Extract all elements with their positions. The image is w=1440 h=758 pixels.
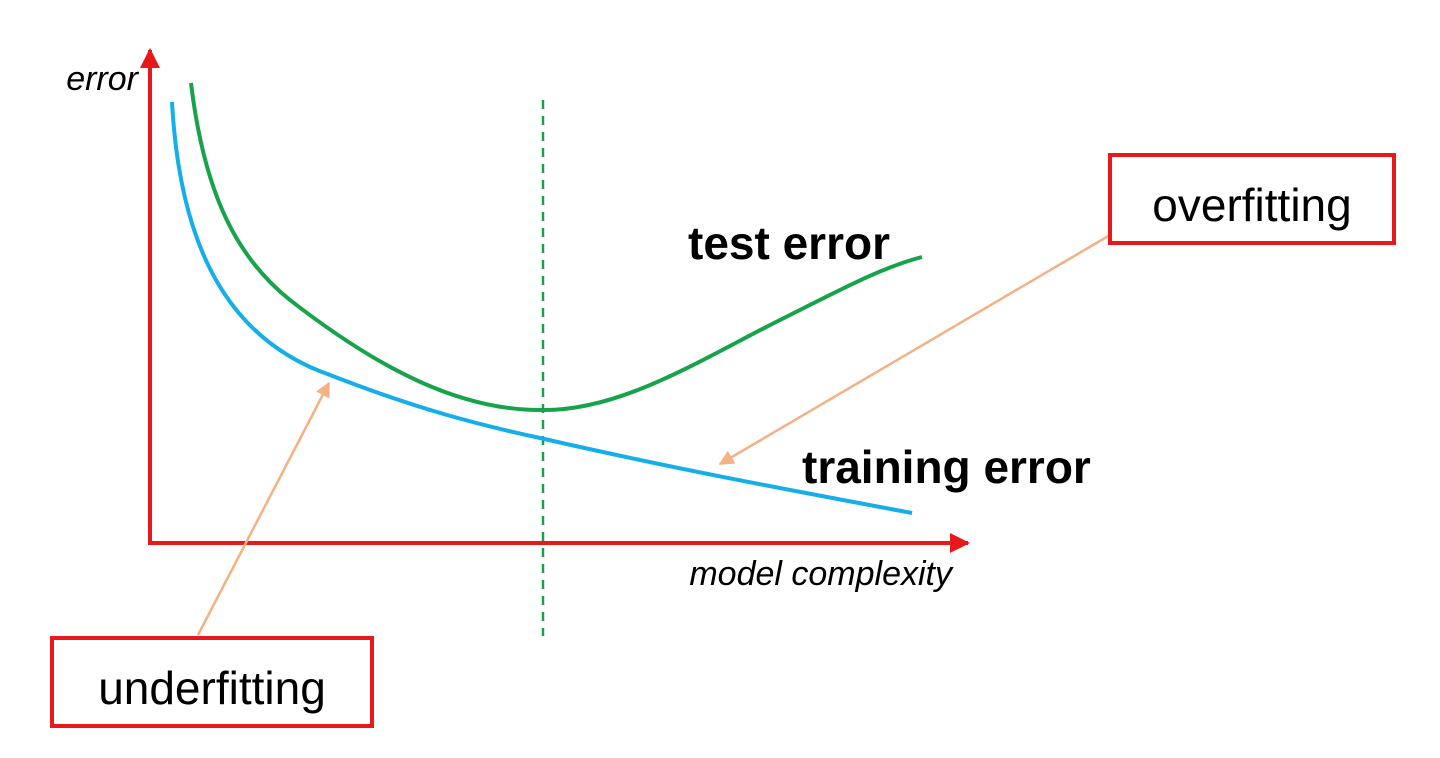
- test-curve: [189, 82, 923, 413]
- underfitting-box: [50, 636, 374, 728]
- overfitting-box: [1108, 153, 1396, 245]
- underfitting-label: underfitting: [98, 662, 326, 714]
- y-axis-label: error: [66, 60, 139, 98]
- overfitting-label: overfitting: [1152, 179, 1351, 231]
- underfitting-arrow: [196, 381, 331, 636]
- overfitting-arrow: [718, 233, 1111, 466]
- training-error-label: training error: [802, 441, 1091, 493]
- test-error-label: test error: [688, 217, 890, 269]
- x-axis-label: model complexity: [689, 555, 954, 593]
- training-curve: [170, 101, 913, 515]
